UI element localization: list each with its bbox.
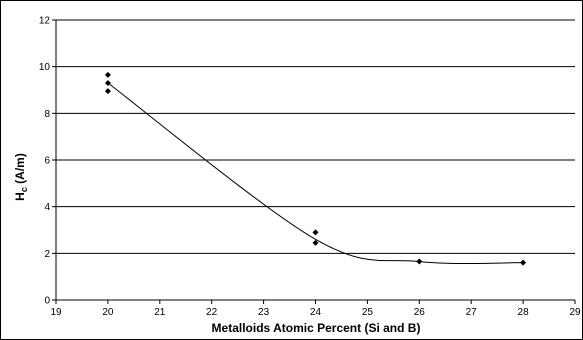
y-axis-title: Hc (A/m) [13,153,29,201]
y-tick-label: 2 [44,249,50,260]
y-tick-label: 12 [39,16,51,27]
grid [56,19,575,254]
data-point [104,88,111,95]
y-axis-title-sub: c [19,187,29,192]
x-tick-label: 24 [310,307,322,318]
x-tick-label: 23 [258,307,270,318]
x-axis-title: Metalloids Atomic Percent (Si and B) [212,321,421,335]
trendline [107,82,524,265]
y-tick-label: 10 [39,62,51,73]
y-tick-label: 6 [44,156,50,167]
y-tick-label: 4 [44,202,50,213]
x-tick-label: 27 [466,307,478,318]
y-tick-label: 0 [44,296,50,307]
x-tick-label: 26 [414,307,426,318]
x-tick-label: 22 [206,307,218,318]
x-tick-label: 19 [50,307,62,318]
data-point [312,229,319,236]
data-point [104,71,111,78]
x-tick-label: 20 [102,307,114,318]
x-tick-label: 25 [362,307,374,318]
x-tick-label: 29 [569,307,581,318]
data-points [104,71,527,266]
y-axis-title-unit: (A/m) [13,153,27,187]
data-point [416,258,423,265]
data-point [104,80,111,86]
data-point [520,259,527,266]
y-axis-title-main: H [13,192,27,201]
y-tick-label: 8 [44,109,50,120]
x-tick-label: 21 [154,307,166,318]
axes [52,19,576,304]
data-point [312,239,319,246]
x-tick-label: 28 [518,307,530,318]
